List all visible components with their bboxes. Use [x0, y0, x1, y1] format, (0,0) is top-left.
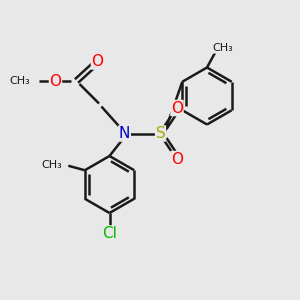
Text: O: O [50, 74, 61, 88]
Text: O: O [171, 152, 183, 166]
Text: O: O [92, 54, 104, 69]
Text: N: N [119, 126, 130, 141]
Text: Cl: Cl [102, 226, 117, 241]
Text: S: S [156, 126, 165, 141]
Text: O: O [171, 100, 183, 116]
Text: CH₃: CH₃ [9, 76, 30, 86]
Text: CH₃: CH₃ [212, 43, 233, 53]
Text: CH₃: CH₃ [42, 160, 62, 170]
